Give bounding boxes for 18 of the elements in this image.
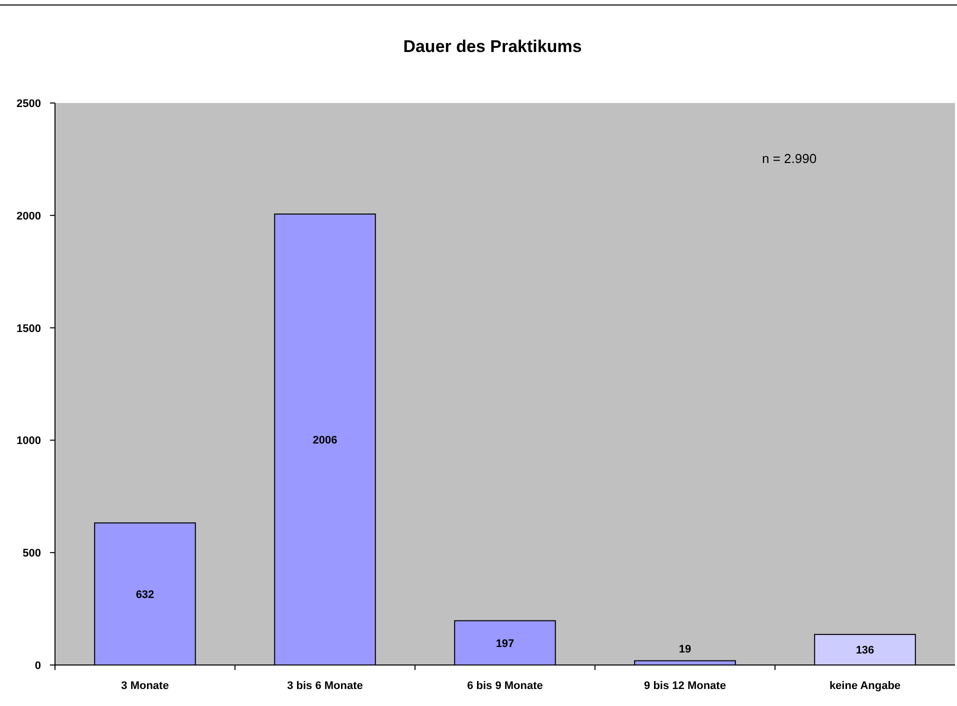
data-label: 2006 [312,434,338,447]
chart-title: Dauer des Praktikums [403,37,582,56]
x-tick-label: 3 Monate [121,680,169,692]
data-label: 197 [496,638,514,650]
y-tick-label: 2500 [16,98,41,110]
x-tick-label: 6 bis 9 Monate [467,680,543,692]
data-label: 19 [678,644,692,656]
y-tick-label: 0 [34,660,41,672]
y-tick-label: 1500 [16,322,41,335]
data-label: 136 [856,644,874,657]
annotation: n = 2.990 [762,151,817,166]
data-label: 632 [136,588,154,601]
x-tick-label: 9 bis 12 Monate [644,680,726,692]
x-tick-label: keine Angabe [829,680,901,692]
x-tick-label: 3 bis 6 Monate [287,680,363,692]
y-tick-label: 500 [22,548,41,560]
y-tick-label: 2000 [16,210,41,222]
y-tick-label: 1000 [16,435,41,448]
